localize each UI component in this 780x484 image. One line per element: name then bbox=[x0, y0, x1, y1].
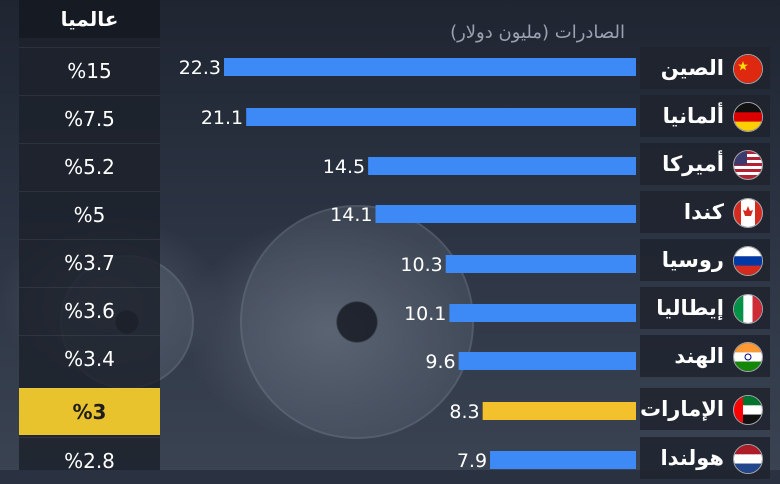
country-label: أميركا bbox=[662, 152, 724, 176]
global-share-value-highlighted: %3 bbox=[19, 388, 160, 435]
bar-value-label: 21.1 bbox=[201, 107, 243, 129]
russia-flag-icon bbox=[733, 246, 763, 276]
bar-6 bbox=[458, 352, 636, 370]
uae-flag-icon bbox=[733, 395, 763, 425]
bar-value-label: 10.1 bbox=[404, 303, 446, 325]
global-share-value: %2.8 bbox=[19, 437, 160, 484]
global-share-value: %3.6 bbox=[19, 287, 160, 334]
global-share-value: %3.4 bbox=[19, 335, 160, 382]
country-label: هولندا bbox=[660, 446, 724, 470]
china-flag-icon bbox=[733, 54, 763, 84]
india-flag-icon bbox=[733, 342, 763, 372]
country-label: الإمارات bbox=[640, 397, 725, 421]
global-share-value: %15 bbox=[19, 47, 160, 94]
italy-flag-icon bbox=[733, 294, 763, 324]
country-label: إيطاليا bbox=[656, 296, 724, 320]
country-label: كندا bbox=[683, 200, 724, 224]
bar-7 bbox=[482, 402, 636, 420]
bar-0 bbox=[224, 58, 636, 76]
bar-8 bbox=[490, 451, 636, 469]
steel-coil-shape bbox=[240, 205, 474, 439]
global-share-value: %3.7 bbox=[19, 239, 160, 286]
bar-1 bbox=[246, 108, 636, 126]
chart-title: الصادرات (مليون دولار) bbox=[450, 22, 625, 43]
bar-value-label: 7.9 bbox=[457, 450, 487, 470]
usa-flag-icon bbox=[733, 150, 763, 180]
global-share-value: %7.5 bbox=[19, 95, 160, 142]
bar-chart: 22.3 21.1 14.5 14.1 10.3 10.1 9.6 8.3 7.9 bbox=[179, 57, 636, 470]
global-share-value: %5.2 bbox=[19, 143, 160, 190]
country-label: ألمانيا bbox=[662, 104, 724, 128]
bar-value-label: 14.1 bbox=[330, 204, 372, 226]
global-share-header: عالميا bbox=[19, 0, 160, 38]
canada-flag-icon bbox=[733, 198, 763, 228]
germany-flag-icon bbox=[733, 102, 763, 132]
country-label: روسيا bbox=[661, 248, 724, 272]
bar-2 bbox=[368, 157, 636, 175]
global-share-value: %5 bbox=[19, 191, 160, 238]
bar-value-label: 22.3 bbox=[179, 57, 221, 79]
bar-value-label: 9.6 bbox=[425, 351, 455, 373]
bar-value-label: 8.3 bbox=[449, 401, 479, 423]
bar-value-label: 14.5 bbox=[323, 156, 365, 178]
country-label: الهند bbox=[674, 344, 724, 368]
bar-3 bbox=[375, 205, 636, 223]
country-label: الصين bbox=[660, 56, 724, 80]
bar-5 bbox=[449, 304, 636, 322]
bar-4 bbox=[445, 255, 636, 273]
global-share-column: عالميا %15 %7.5 %5.2 %5 %3.7 %3.6 %3.4 %… bbox=[19, 0, 160, 473]
bar-value-label: 10.3 bbox=[400, 254, 442, 276]
